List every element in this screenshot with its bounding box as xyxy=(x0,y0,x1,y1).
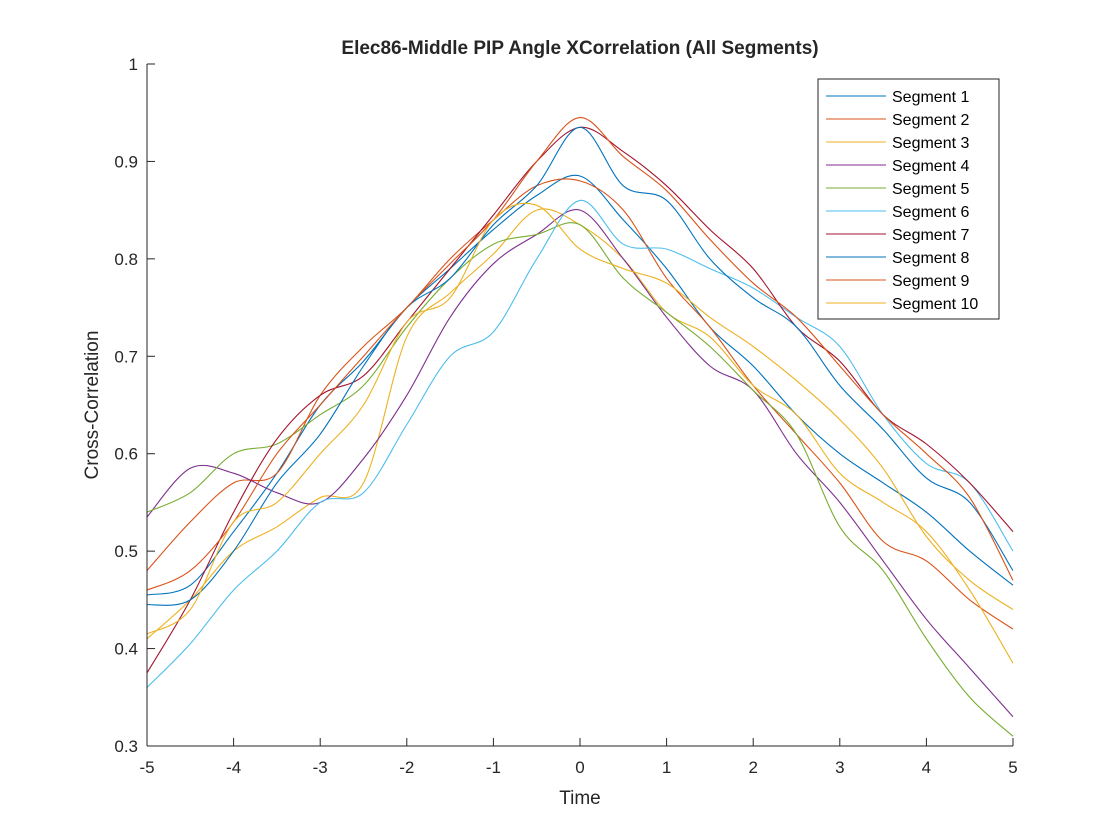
legend-label: Segment 3 xyxy=(892,135,969,152)
series-line-9 xyxy=(146,117,1014,591)
x-axis-label: Time xyxy=(559,788,601,809)
legend-label: Segment 8 xyxy=(892,250,969,267)
x-tick-label: 1 xyxy=(662,758,671,777)
y-tick-label: 0.6 xyxy=(114,445,138,464)
series-line-6 xyxy=(146,199,1014,688)
x-tick-label: 3 xyxy=(835,758,844,777)
series-lines xyxy=(146,117,1014,737)
y-axis-label: Cross-Correlation xyxy=(82,331,103,480)
x-tick-label: 5 xyxy=(1008,758,1017,777)
legend: Segment 1 Segment 2 Segment 3 Segment 4 Segm… xyxy=(817,78,1000,320)
legend-label: Segment 10 xyxy=(892,296,978,313)
legend-label: Segment 1 xyxy=(892,89,969,106)
legend-label: Segment 9 xyxy=(892,273,969,290)
y-tick-label: 0.8 xyxy=(114,250,138,269)
x-tick-label: -1 xyxy=(486,758,501,777)
series-line-7 xyxy=(146,126,1014,674)
y-tick-label: 0.5 xyxy=(114,542,138,561)
series-line-4 xyxy=(146,209,1014,718)
legend-label: Segment 6 xyxy=(892,204,969,221)
y-tick-label: 1 xyxy=(129,55,138,74)
x-tick-label: -3 xyxy=(313,758,328,777)
series-line-5 xyxy=(146,222,1014,737)
x-tick-label: -4 xyxy=(226,758,241,777)
y-tick-label: 0.7 xyxy=(114,347,138,366)
legend-label: Segment 2 xyxy=(892,112,969,129)
series-line-1 xyxy=(146,174,1014,596)
legend-label: Segment 4 xyxy=(892,158,969,175)
legend-label: Segment 7 xyxy=(892,227,969,244)
x-tick-label: 4 xyxy=(922,758,931,777)
x-tick-label: -2 xyxy=(399,758,414,777)
x-tick-label: -5 xyxy=(139,758,154,777)
x-tick-label: 2 xyxy=(748,758,757,777)
series-line-10 xyxy=(146,202,1014,635)
y-tick-label: 0.3 xyxy=(114,737,138,756)
y-tick-label: 0.9 xyxy=(114,152,138,171)
legend-label: Segment 5 xyxy=(892,181,969,198)
y-tick-label: 0.4 xyxy=(114,640,138,659)
chart-title: Elec86-Middle PIP Angle XCorrelation (Al… xyxy=(341,38,818,59)
axes: -5 -4 -3 -2 -1 0 1 2 3 4 5 0.3 0.4 0.5 0.6 0.7 0.8 0.9 1 xyxy=(114,55,1017,777)
series-line-8 xyxy=(146,126,1014,606)
series-line-2 xyxy=(146,178,1014,630)
x-tick-label: 0 xyxy=(575,758,584,777)
